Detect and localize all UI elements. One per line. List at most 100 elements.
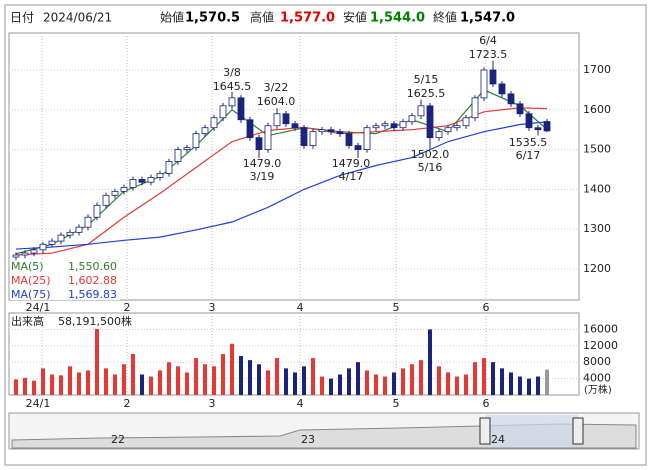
volume-bar xyxy=(365,370,369,395)
header-label: 終値 xyxy=(433,10,457,25)
candle-body xyxy=(210,117,218,129)
volume-bar xyxy=(68,366,72,395)
header-value: 1,547.0 xyxy=(460,11,515,26)
candle-body xyxy=(426,105,434,139)
navigator-window[interactable] xyxy=(486,415,578,447)
navigator-label: 24 xyxy=(491,433,505,446)
navigator-handle-left[interactable] xyxy=(479,417,491,445)
candle-body xyxy=(534,127,542,131)
candle-body xyxy=(282,113,290,125)
candle-body xyxy=(138,179,146,183)
volume-bar xyxy=(104,368,108,395)
volume-bar xyxy=(428,329,432,395)
x-tick-label: 4 xyxy=(297,301,304,314)
annotation: 1535.5 xyxy=(509,136,548,149)
volume-bar xyxy=(284,368,288,395)
candle-body xyxy=(372,125,380,129)
header-value: 1,577.0 xyxy=(280,11,335,26)
x-tick-label: 3 xyxy=(209,301,216,314)
volume-bar xyxy=(509,372,513,395)
volume-bar xyxy=(482,358,486,395)
volume-bar xyxy=(41,368,45,395)
y-tick-label: 8000 xyxy=(583,355,611,368)
candle-body xyxy=(246,119,254,139)
volume-bar xyxy=(392,372,396,395)
candle-body xyxy=(309,131,317,147)
header-value: 1,570.5 xyxy=(185,11,240,26)
x-tick-label: 5 xyxy=(393,301,400,314)
candle-body xyxy=(237,97,245,121)
header-label: 始値 xyxy=(160,10,184,25)
candle-body xyxy=(444,127,452,133)
candle-body xyxy=(435,131,443,139)
annotation: 3/19 xyxy=(250,170,275,183)
volume-bar xyxy=(248,360,252,395)
volume-bar xyxy=(374,374,378,395)
volume-bar xyxy=(185,372,189,395)
candle-body xyxy=(48,240,56,245)
volume-total: 58,191,500株 xyxy=(58,314,132,328)
navigator-handle-right[interactable] xyxy=(572,417,584,445)
annotation: 4/17 xyxy=(339,170,364,183)
header: 日付 2024/06/21 xyxy=(10,11,112,25)
volume-bar xyxy=(239,356,243,395)
volume-bar xyxy=(410,364,414,395)
legend-value: 1,550.60 xyxy=(68,260,117,273)
annotation: 6/17 xyxy=(516,149,541,162)
candle-body xyxy=(489,69,497,85)
volume-bar xyxy=(518,376,522,395)
x-tick-label: 5 xyxy=(393,397,400,410)
annotation: 1645.5 xyxy=(213,80,252,93)
candle-body xyxy=(345,133,353,147)
candle-body xyxy=(12,254,20,258)
legend-box xyxy=(10,260,120,300)
candle-body xyxy=(39,243,47,251)
annotation: 1625.5 xyxy=(407,87,446,100)
candle-body xyxy=(120,186,128,192)
volume-bar xyxy=(176,366,180,395)
legend-value: 1,602.88 xyxy=(68,274,117,287)
y-tick-label: 1600 xyxy=(583,103,611,116)
annotation: 5/16 xyxy=(418,161,443,174)
header-label: 高値 xyxy=(250,10,274,25)
volume-bar xyxy=(212,366,216,395)
annotation: 5/15 xyxy=(414,73,439,86)
candle-body xyxy=(156,173,164,178)
navigator-label: 22 xyxy=(111,433,125,446)
candle-body xyxy=(507,93,515,105)
volume-bar xyxy=(347,368,351,395)
candle-body xyxy=(462,117,470,127)
y-tick-label: 1400 xyxy=(583,182,611,195)
candle-body xyxy=(183,147,191,150)
candle-body xyxy=(201,127,209,135)
y-tick-label: 1500 xyxy=(583,143,611,156)
volume-bar xyxy=(401,368,405,395)
volume-bar xyxy=(113,374,117,395)
candle-body xyxy=(84,216,92,228)
annotation: 3/22 xyxy=(264,81,289,94)
annotation: 1479.0 xyxy=(332,157,371,170)
annotation: 6/4 xyxy=(479,34,497,47)
y-tick-label: 4000 xyxy=(583,372,611,385)
volume-bar xyxy=(32,380,36,395)
volume-bar xyxy=(329,378,333,395)
volume-bar xyxy=(59,375,63,395)
candle-body xyxy=(453,125,461,129)
candle-body xyxy=(165,161,173,174)
candle-body xyxy=(102,194,110,206)
x-tick-label: 4 xyxy=(297,397,304,410)
volume-bar xyxy=(158,370,162,395)
volume-bar xyxy=(500,368,504,395)
candle-body xyxy=(273,113,281,127)
volume-bar xyxy=(455,376,459,395)
volume-bar xyxy=(302,366,306,395)
navigator-label: 23 xyxy=(301,433,315,446)
y-tick-label: 1700 xyxy=(583,63,611,76)
volume-bar xyxy=(266,370,270,395)
candle-body xyxy=(498,83,506,95)
header-value: 1,544.0 xyxy=(370,11,425,26)
date-label: 日付 xyxy=(10,11,34,25)
ma-line xyxy=(15,121,548,250)
annotation: 1479.0 xyxy=(243,157,282,170)
x-tick-label: 6 xyxy=(483,301,490,314)
